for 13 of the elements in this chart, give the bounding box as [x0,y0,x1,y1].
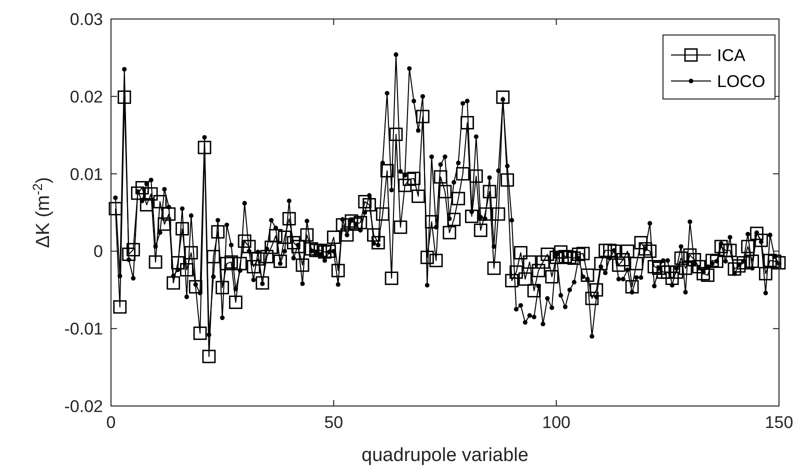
legend-label: LOCO [717,72,766,91]
x-tick-label: 100 [542,413,571,432]
y-tick-label: 0.01 [70,164,103,184]
y-tick-label: 0.02 [70,87,103,106]
y-tick-label: -0.02 [64,396,103,416]
x-tick-label: 150 [764,413,794,432]
y-tick-label: 0 [94,242,103,262]
x-axis-title: quadrupole variable [362,445,528,466]
legend-label: ICA [717,46,746,65]
y-tick-label: -0.01 [64,320,103,339]
y-tick-label: 0.03 [70,10,103,29]
x-tick-label: 50 [324,413,344,432]
x-tick-label: 0 [106,413,116,432]
